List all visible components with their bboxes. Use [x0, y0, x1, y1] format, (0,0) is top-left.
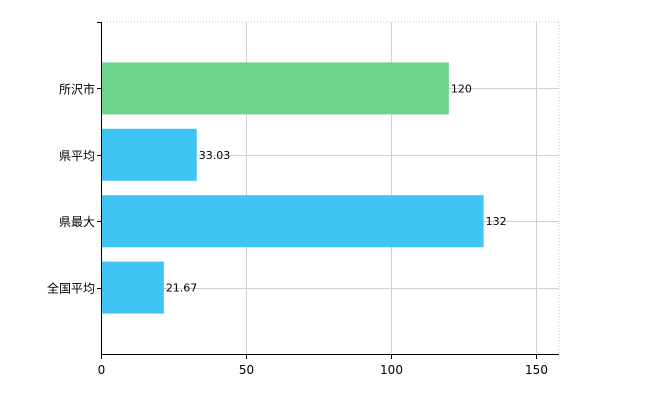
y-tick-label-2: 県最大 [59, 215, 95, 229]
x-tick-label-3: 150 [525, 363, 548, 377]
data-label-2: 132 [486, 215, 507, 228]
y-tick-label-0: 所沢市 [59, 81, 95, 96]
bar-3 [101, 261, 164, 314]
bars [101, 62, 484, 314]
axes [101, 22, 559, 355]
data-labels: 120 33.03 132 21.67 [166, 82, 507, 294]
bar-0 [101, 62, 449, 115]
bar-1 [101, 128, 197, 181]
y-tick-label-3: 全国平均 [47, 281, 95, 296]
x-tick-labels: 0 50 100 150 [98, 354, 548, 377]
y-tick-label-1: 県平均 [59, 149, 95, 163]
data-label-3: 21.67 [166, 282, 198, 295]
x-tick-label-0: 0 [98, 363, 106, 377]
data-label-0: 120 [451, 82, 472, 95]
x-tick-label-1: 50 [239, 363, 254, 377]
bar-2 [101, 195, 484, 248]
x-tick-label-2: 100 [380, 363, 403, 377]
data-label-1: 33.03 [199, 149, 231, 162]
